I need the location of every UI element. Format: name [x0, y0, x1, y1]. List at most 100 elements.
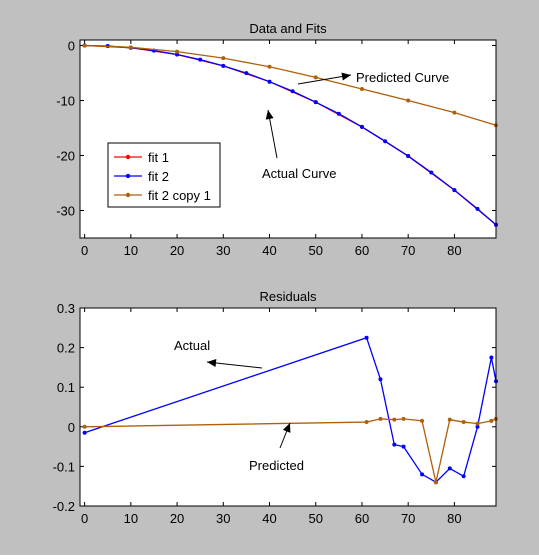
- actual-curve-arrowhead: [265, 110, 274, 120]
- data-point: [429, 170, 434, 175]
- data-point: [313, 75, 318, 80]
- y-tick-label: -0.1: [53, 459, 75, 474]
- data-point: [401, 444, 406, 449]
- y-tick-label: 0.2: [57, 341, 75, 356]
- data-point: [244, 71, 249, 76]
- y-tick-label: 0.1: [57, 380, 75, 395]
- y-tick-label: 0: [68, 39, 75, 54]
- legend-swatch-marker: [125, 154, 131, 160]
- x-tick-label: 80: [447, 243, 461, 258]
- x-tick-label: 0: [81, 511, 88, 526]
- chart-title: Residuals: [259, 289, 317, 304]
- actual-curve-label: Actual Curve: [262, 166, 336, 181]
- data-point: [378, 416, 383, 421]
- data-point: [198, 57, 203, 62]
- axes-background: [80, 308, 496, 506]
- x-tick-label: 60: [355, 243, 369, 258]
- legend-entry[interactable]: fit 2 copy 1: [114, 188, 211, 203]
- x-tick-label: 30: [216, 511, 230, 526]
- data-point: [447, 417, 452, 422]
- x-axis-ticks: 0 10 20 30 40 50 60 70 80: [81, 308, 462, 526]
- series-layer: [82, 43, 498, 227]
- data-point: [128, 45, 133, 50]
- x-tick-label: 0: [81, 243, 88, 258]
- data-point: [175, 49, 180, 54]
- x-tick-label: 40: [262, 511, 276, 526]
- legend[interactable]: fit 1 fit 2 fit 2 copy 1: [107, 142, 221, 208]
- legend-entry[interactable]: fit 1: [114, 150, 169, 165]
- y-tick-label: -20: [56, 149, 75, 164]
- data-point: [406, 154, 411, 159]
- data-point: [82, 430, 87, 435]
- data-point: [420, 472, 425, 477]
- x-tick-label: 50: [308, 243, 322, 258]
- y-tick-label: -10: [56, 94, 75, 109]
- x-tick-label: 20: [170, 243, 184, 258]
- data-point: [221, 56, 226, 61]
- x-tick-label: 80: [447, 511, 461, 526]
- x-tick-label: 20: [170, 511, 184, 526]
- x-tick-label: 70: [401, 511, 415, 526]
- data-point: [359, 86, 364, 91]
- y-tick-label: -30: [56, 204, 75, 219]
- data-point: [378, 377, 383, 382]
- actual-residual-label: Actual: [174, 338, 210, 353]
- x-tick-label: 10: [124, 243, 138, 258]
- data-point: [489, 418, 494, 423]
- data-point: [452, 188, 457, 193]
- series-fit-2-copy-1: [82, 416, 498, 485]
- axes-frame: [79, 39, 497, 239]
- series-layer: [82, 335, 498, 485]
- data-point: [313, 100, 318, 105]
- predicted-residual-label: Predicted: [249, 458, 304, 473]
- x-tick-label: 50: [308, 511, 322, 526]
- data-point: [447, 466, 452, 471]
- data-point: [392, 442, 397, 447]
- data-point: [221, 63, 226, 68]
- data-point: [290, 89, 295, 94]
- x-tick-label: 40: [262, 243, 276, 258]
- data-point: [364, 335, 369, 340]
- data-point: [267, 79, 272, 84]
- data-point: [489, 355, 494, 360]
- actual-residual-arrowhead: [207, 358, 217, 367]
- series-fit-2: [82, 335, 498, 485]
- predicted-curve-label: Predicted Curve: [356, 70, 449, 85]
- x-tick-label: 30: [216, 243, 230, 258]
- data-point: [475, 206, 480, 211]
- data-point: [475, 424, 480, 429]
- predicted-residual-arrowhead: [282, 423, 291, 433]
- annotations-layer: Actual Predicted: [174, 338, 304, 473]
- legend-entry[interactable]: fit 2: [114, 169, 169, 184]
- axes-frame: [79, 307, 497, 507]
- predicted-curve-arrowhead: [341, 72, 351, 81]
- x-tick-label: 10: [124, 511, 138, 526]
- data-point: [175, 52, 180, 57]
- data-point: [461, 474, 466, 479]
- x-tick-label: 60: [355, 511, 369, 526]
- data-point: [452, 110, 457, 115]
- data-point: [82, 43, 87, 48]
- y-axis-ticks: 0 -10 -20 -30: [56, 39, 496, 219]
- series-line: [84, 336, 497, 484]
- legend-swatch-marker: [125, 173, 131, 179]
- data-point: [461, 420, 466, 425]
- data-point: [336, 111, 341, 116]
- data-point: [433, 480, 438, 485]
- y-tick-label: -0.2: [53, 499, 75, 514]
- chart-title: Data and Fits: [249, 21, 327, 36]
- series-fit-2-copy-1: [82, 43, 498, 128]
- legend-label: fit 1: [148, 150, 169, 165]
- data-point: [392, 417, 397, 422]
- annotations-layer: Predicted Curve Actual Curve: [262, 70, 449, 181]
- legend-label: fit 2 copy 1: [148, 188, 211, 203]
- series-line: [84, 44, 497, 126]
- data-point: [267, 64, 272, 69]
- legend-swatch-marker: [125, 192, 131, 198]
- y-tick-label: 0: [68, 420, 75, 435]
- x-tick-label: 70: [401, 243, 415, 258]
- data-point: [406, 98, 411, 103]
- legend-label: fit 2: [148, 169, 169, 184]
